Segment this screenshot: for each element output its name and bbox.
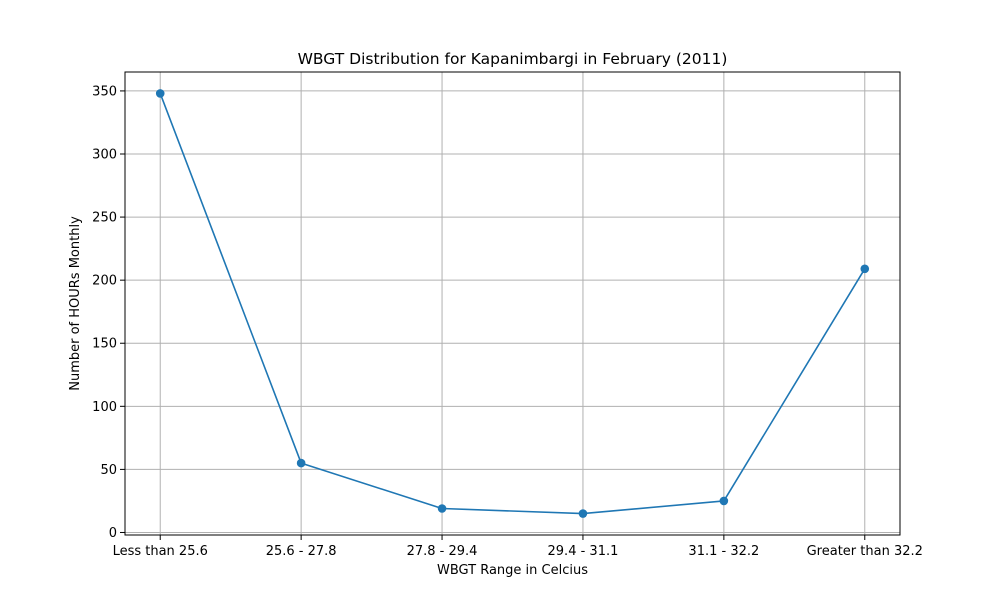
- series-layer: [155, 89, 870, 518]
- data-point: [296, 458, 306, 468]
- data-point: [860, 264, 870, 274]
- x-tick-label: 29.4 - 31.1: [548, 544, 619, 559]
- x-tick-label: Greater than 32.2: [807, 544, 923, 559]
- data-point: [155, 89, 165, 98]
- x-tick-label: Less than 25.6: [113, 544, 208, 559]
- x-tick-label: 31.1 - 32.2: [688, 544, 759, 559]
- x-tick-label: 25.6 - 27.8: [266, 544, 337, 559]
- data-point: [719, 496, 729, 506]
- chart-title: WBGT Distribution for Kapanimbargi in Fe…: [298, 50, 728, 68]
- y-axis-label: Number of HOURs Monthly: [68, 216, 83, 391]
- y-tick-label: 100: [92, 400, 117, 415]
- y-tick-label: 350: [92, 84, 117, 99]
- x-axis-label: WBGT Range in Celcius: [437, 563, 588, 578]
- y-tick-label: 300: [92, 148, 117, 163]
- data-point: [437, 504, 447, 513]
- x-tick-label: 27.8 - 29.4: [407, 544, 478, 559]
- y-tick-label: 0: [109, 526, 117, 541]
- plot-area-frame: [124, 71, 901, 536]
- y-tick-label: 50: [100, 463, 117, 478]
- series-line: [159, 93, 866, 515]
- y-tick-label: 250: [92, 211, 117, 226]
- data-point: [578, 509, 588, 518]
- y-tick-label: 150: [92, 337, 117, 352]
- y-tick-label: 200: [92, 274, 117, 289]
- grid: [125, 72, 900, 535]
- axis-ticks: Less than 25.6 25.6 - 27.8 27.8 - 29.4 29.4…: [92, 84, 923, 559]
